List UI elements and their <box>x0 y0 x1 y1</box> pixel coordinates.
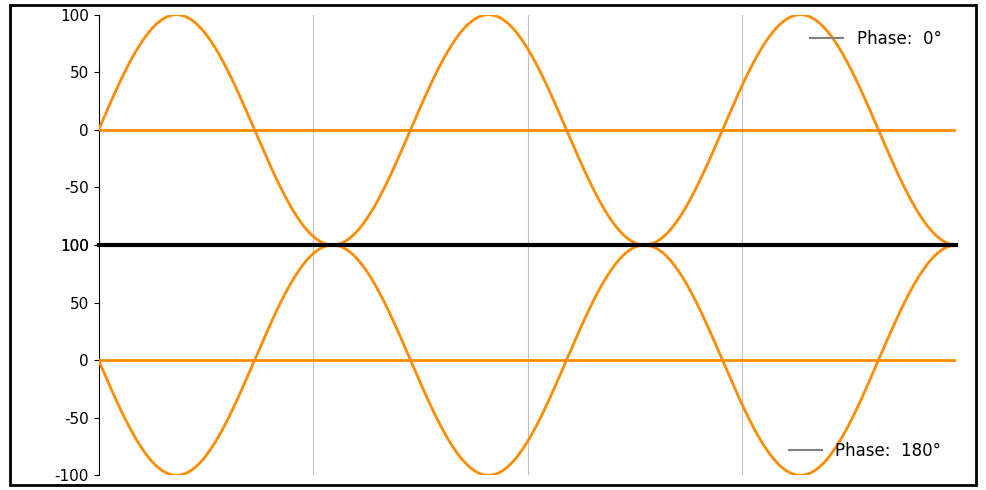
Legend: Phase:  0°: Phase: 0° <box>804 23 949 54</box>
Legend: Phase:  180°: Phase: 180° <box>782 436 949 467</box>
